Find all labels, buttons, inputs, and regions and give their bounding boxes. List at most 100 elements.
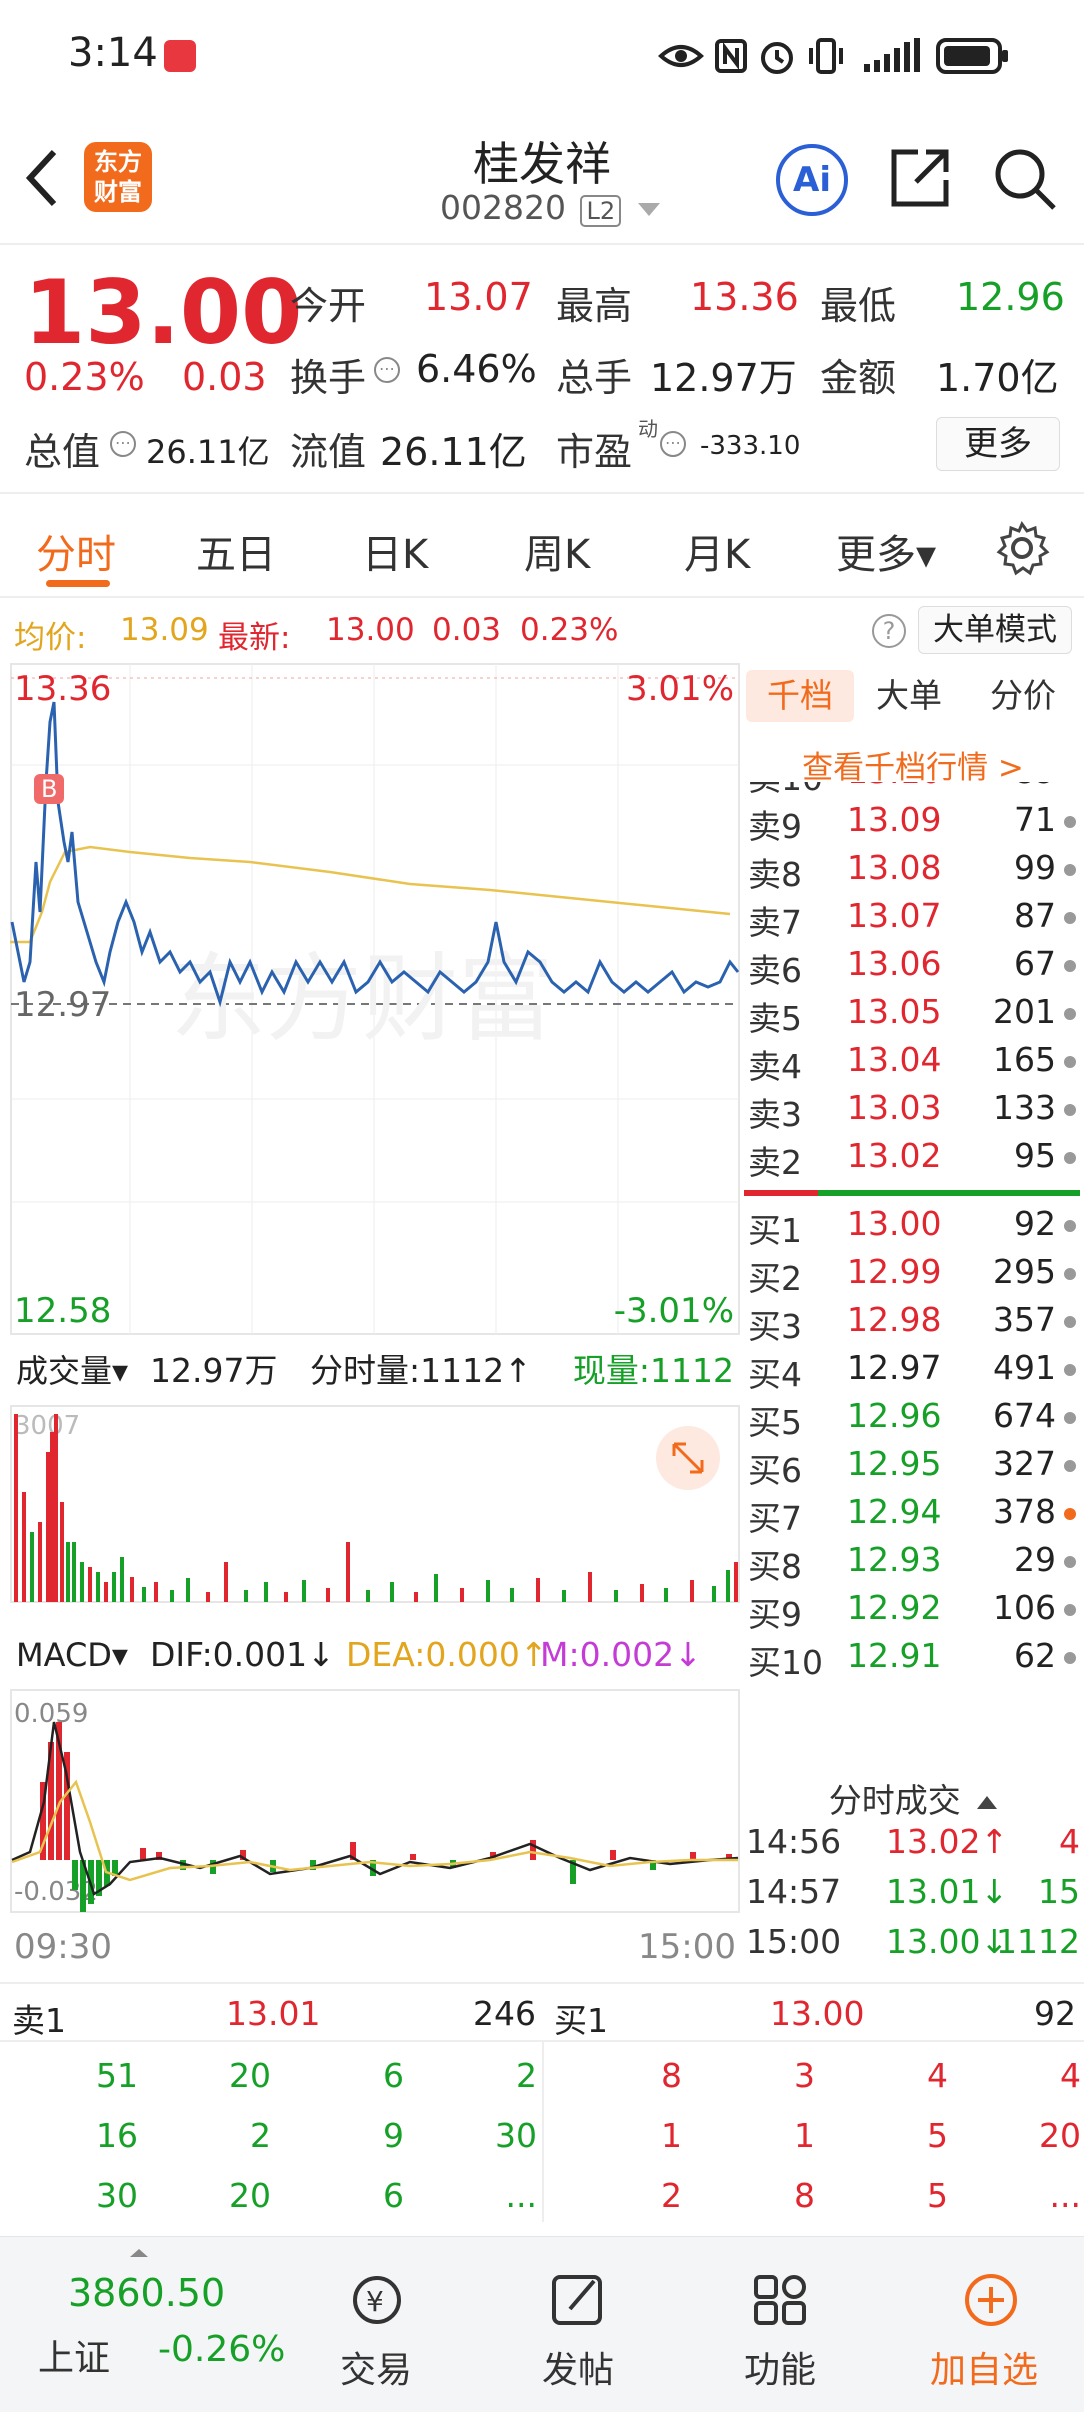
ask-row[interactable]: 卖5 13.05 201 (742, 992, 1084, 1038)
ai-button[interactable]: Ai (776, 144, 848, 216)
macd-dif: DIF:0.001↓ (150, 1635, 335, 1674)
tab-more[interactable]: 更多▾ (836, 532, 937, 578)
help-icon[interactable]: ? (872, 614, 906, 648)
tab-monthly-k[interactable]: 月K (684, 532, 751, 578)
bid-row[interactable]: 买9 12.92 106 (742, 1588, 1084, 1634)
volume-value: 12.97万 (650, 356, 797, 400)
stock-code-row[interactable]: 002820 L2 (440, 188, 660, 227)
bid-row[interactable]: 买3 12.98 357 (742, 1300, 1084, 1346)
queue-order: 8 (794, 2176, 815, 2215)
index-name: 上证 (38, 2338, 111, 2379)
buy-marker[interactable] (34, 774, 64, 804)
bid-label: 买9 (748, 1595, 802, 1634)
bid-row[interactable]: 买6 12.95 327 (742, 1444, 1084, 1490)
ask-row[interactable]: 卖4 13.04 165 (742, 1040, 1084, 1086)
level-dot (1064, 1652, 1076, 1664)
ask-row[interactable]: 卖10 13.10 89 (742, 782, 1084, 798)
grid-icon (754, 2275, 806, 2325)
tab-weekly-k[interactable]: 周K (524, 532, 591, 578)
volume-tick: 分时量:1112↑ (310, 1351, 532, 1390)
level-dot (1064, 912, 1076, 924)
queue-order: 5 (927, 2116, 948, 2155)
bid-row[interactable]: 买7 12.94 378 (742, 1492, 1084, 1538)
trade-time: 14:57 (746, 1872, 842, 1911)
nav-post[interactable]: 发帖 (520, 2237, 636, 2413)
trade-price: 13.00↓ (886, 1922, 1009, 1961)
bids-rows: 买1 13.00 92 买2 12.99 295 买3 12.98 357 买4 12.97 491 买… (742, 1204, 1084, 1684)
last-price: 13.00 (24, 261, 303, 364)
pe-label: 市盈 (556, 430, 633, 474)
back-arrow-icon[interactable] (22, 148, 62, 208)
book-tab-price-dist[interactable]: 分价 (990, 676, 1056, 715)
ask-volume: 201 (993, 992, 1056, 1031)
bid-label: 买3 (748, 1307, 802, 1346)
order-book-panel: 千档 大单 分价 查看千档行情 > 卖10 13.10 89 卖9 13.09 71 卖8 1… (742, 662, 1084, 1982)
queue-order: 1 (794, 2116, 815, 2155)
ask-row[interactable]: 卖6 13.06 67 (742, 944, 1084, 990)
ask-volume: 67 (1014, 944, 1056, 983)
level-dot (1064, 960, 1076, 972)
ask-label: 卖2 (748, 1143, 802, 1182)
bid-label: 买10 (748, 1643, 823, 1682)
info-icon[interactable]: ⋯ (660, 431, 686, 457)
bid-row[interactable]: 买4 12.97 491 (742, 1348, 1084, 1394)
bid-price: 12.97 (847, 1348, 942, 1387)
queue-order: 6 (383, 2056, 404, 2095)
ask-label: 卖4 (748, 1047, 802, 1086)
ask-row[interactable]: 卖3 13.03 133 (742, 1088, 1084, 1134)
nav-trade[interactable]: ¥ 交易 (318, 2237, 434, 2413)
big-order-mode-button[interactable]: 大单模式 (918, 606, 1072, 654)
nav-functions[interactable]: 功能 (722, 2237, 838, 2413)
queue-order: 51 (96, 2056, 138, 2095)
bid-row[interactable]: 买5 12.96 674 (742, 1396, 1084, 1442)
bid-row[interactable]: 买10 12.91 62 (742, 1636, 1084, 1682)
index-ticker[interactable]: 3860.50 上证 -0.26% (0, 2237, 300, 2413)
more-button[interactable]: 更多 (936, 417, 1060, 471)
high-value: 13.36 (690, 275, 799, 319)
view-depth-link[interactable]: 查看千档行情 > (802, 750, 1024, 786)
macd-selector[interactable]: MACD▾ (16, 1636, 128, 1674)
ask-row[interactable]: 卖7 13.07 87 (742, 896, 1084, 942)
float-label: 流值 (290, 430, 367, 474)
bid-price: 12.98 (847, 1300, 942, 1339)
tab-intraday[interactable]: 分时 (36, 532, 116, 578)
queue-order: 8 (661, 2056, 682, 2095)
nav-add-watchlist[interactable]: 加自选 (920, 2237, 1060, 2413)
share-icon[interactable] (888, 146, 952, 210)
info-icon[interactable]: ⋯ (110, 431, 136, 457)
info-icon[interactable]: ⋯ (374, 357, 400, 383)
ask-volume: 71 (1014, 800, 1056, 839)
queue-order: 30 (495, 2116, 537, 2155)
book-tab-big-orders[interactable]: 大单 (876, 676, 942, 715)
time-end: 15:00 (638, 1927, 736, 1967)
app-notification-icon (164, 40, 196, 72)
trades-title-row[interactable]: 分时成交 (742, 1774, 1084, 1822)
trade-icon: ¥ (353, 2276, 401, 2324)
order-queue-panel: 卖1 13.01 246 买1 13.00 92 51 20 6 2 16 2 9 30 30 2… (0, 1982, 1084, 2222)
bid-row[interactable]: 买2 12.99 295 (742, 1252, 1084, 1298)
ask-row[interactable]: 卖2 13.02 95 (742, 1136, 1084, 1182)
ask-label: 卖7 (748, 903, 802, 942)
change-pct: 0.23% (24, 355, 145, 399)
ask-label: 卖8 (748, 855, 802, 894)
trade-time: 14:56 (746, 1822, 842, 1861)
bid-row[interactable]: 买1 13.00 92 (742, 1204, 1084, 1250)
queue-order: 20 (229, 2176, 271, 2215)
bid-price: 12.95 (847, 1444, 942, 1483)
tab-five-day[interactable]: 五日 (196, 532, 276, 578)
intraday-chart[interactable]: 东方财富 B 13.36 3.01% 12.97 12.58 -3.01% 成交… (10, 662, 740, 1982)
book-tab-depth[interactable]: 千档 (746, 670, 854, 722)
bid-price: 12.99 (847, 1252, 942, 1291)
ask-row[interactable]: 卖8 13.08 99 (742, 848, 1084, 894)
tab-daily-k[interactable]: 日K (362, 532, 429, 578)
chart-top-pct: 3.01% (626, 669, 734, 709)
bid-row[interactable]: 买8 12.93 29 (742, 1540, 1084, 1586)
volume-selector[interactable]: 成交量▾ (16, 1352, 128, 1390)
chart-svg[interactable]: 东方财富 B 13.36 3.01% 12.97 12.58 -3.01% 成交… (10, 662, 740, 1982)
gear-icon[interactable] (994, 520, 1050, 576)
search-icon[interactable] (992, 146, 1058, 212)
volume-now: 现量:1112 (573, 1351, 734, 1390)
low-value: 12.96 (956, 275, 1065, 319)
queue-divider (542, 2042, 544, 2222)
ask-row[interactable]: 卖9 13.09 71 (742, 800, 1084, 846)
